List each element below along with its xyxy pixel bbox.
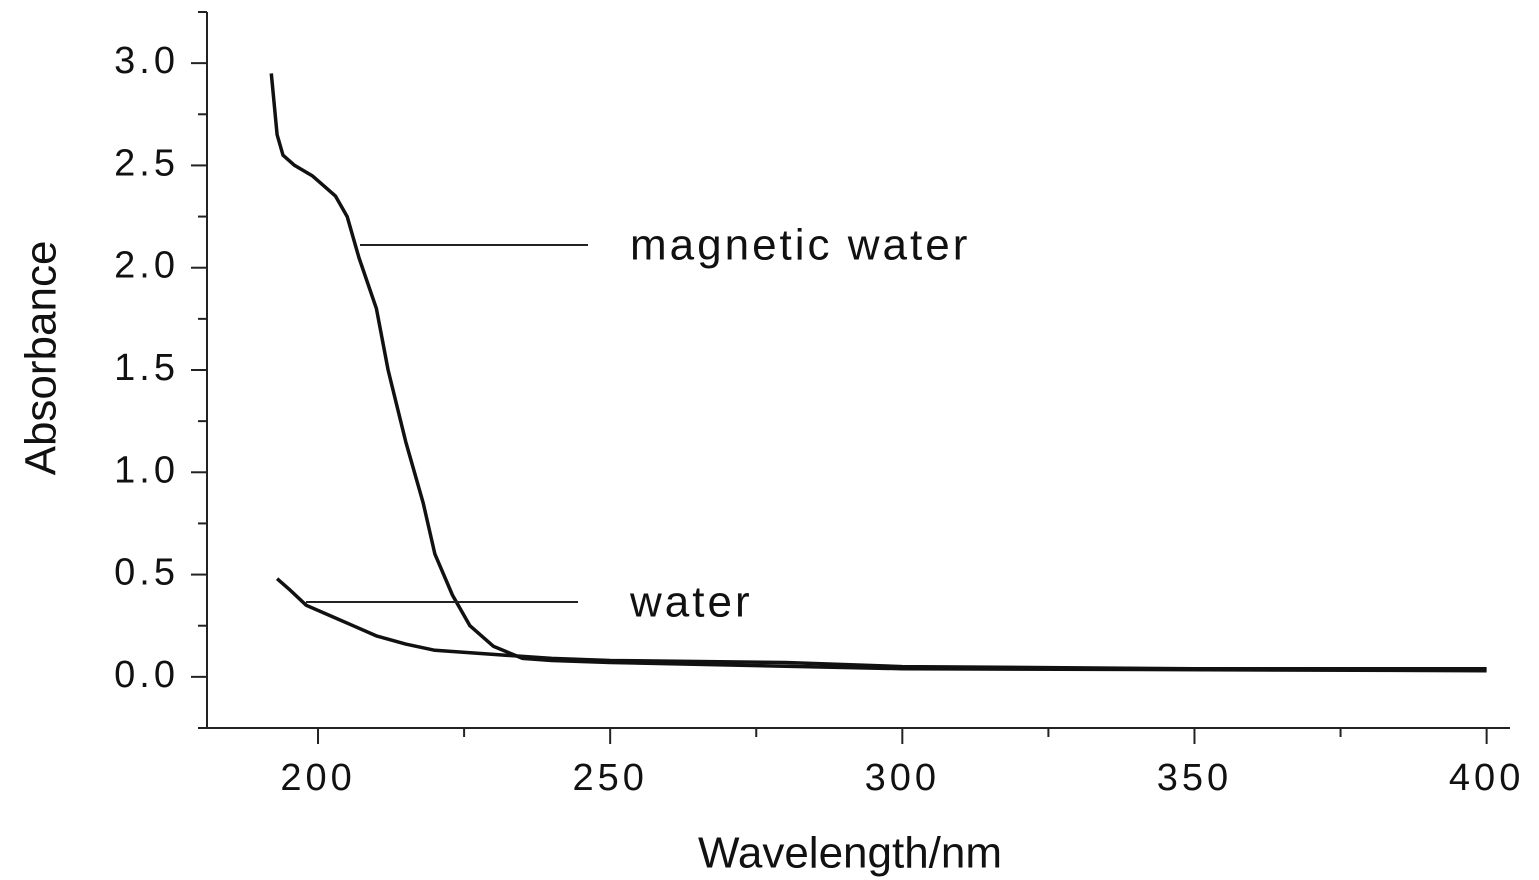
x-tick-label: 400 [1449, 757, 1524, 799]
y-tick-label: 2.5 [114, 142, 179, 184]
series-label: magnetic water [630, 221, 970, 270]
y-tick-label: 0.5 [114, 552, 179, 594]
y-tick-label: 2.0 [114, 245, 179, 287]
line-series [275, 577, 1487, 671]
y-tick-label: 1.5 [114, 347, 179, 389]
y-tick-label: 1.0 [114, 449, 179, 491]
line-series [269, 73, 1487, 673]
series-label: water [629, 578, 753, 627]
x-tick-label: 250 [572, 757, 647, 799]
x-axis-title: Wavelength/nm [698, 829, 1002, 878]
x-tick-label: 300 [865, 757, 940, 799]
y-tick-label: 0.0 [114, 654, 179, 696]
y-axis-title: Absorbance [17, 241, 66, 476]
x-tick-label: 350 [1157, 757, 1232, 799]
x-tick-label: 200 [280, 757, 355, 799]
y-tick-label: 3.0 [114, 40, 179, 82]
